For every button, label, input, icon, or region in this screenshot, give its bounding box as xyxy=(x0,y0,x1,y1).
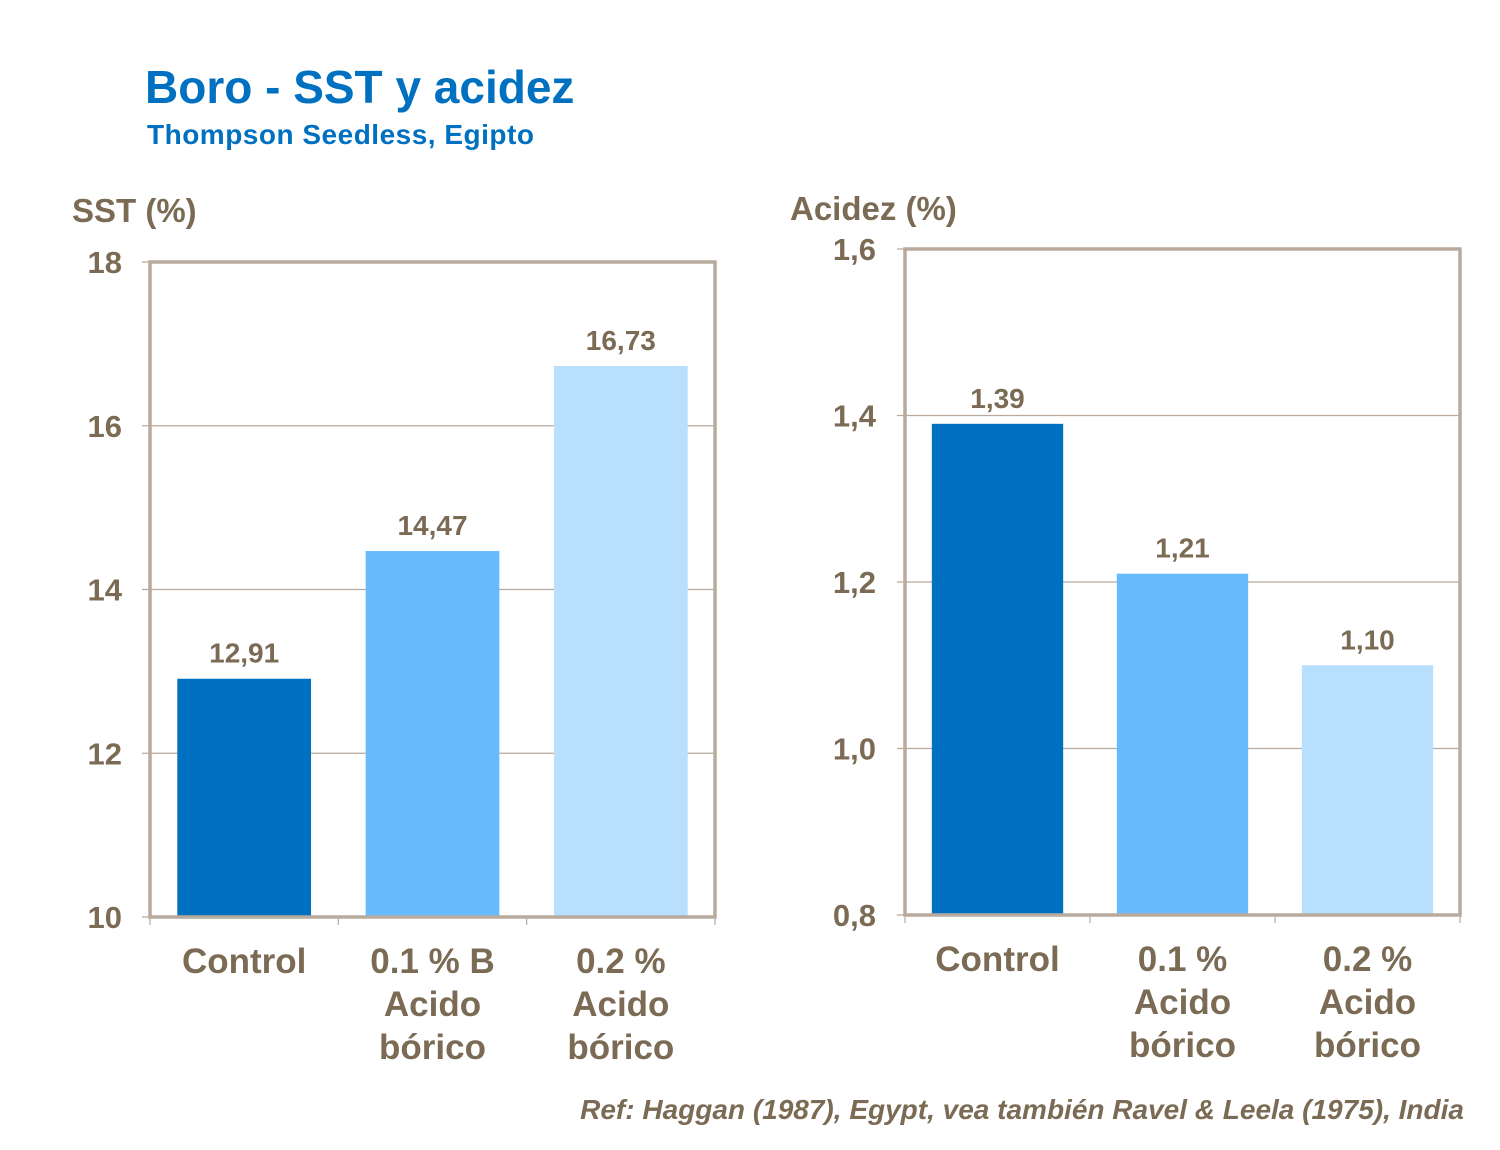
y-tick-label: 1,2 xyxy=(833,565,876,600)
data-label: 1,39 xyxy=(970,383,1025,414)
data-label: 14,47 xyxy=(397,510,467,541)
category-label: bórico xyxy=(379,1028,486,1067)
category-label: bórico xyxy=(1314,1026,1421,1065)
y-tick-label: 0,8 xyxy=(833,898,876,933)
data-label: 1,10 xyxy=(1340,624,1395,655)
category-label: Acido xyxy=(572,985,669,1024)
y-tick-label: 12 xyxy=(88,736,122,771)
category-label: Control xyxy=(935,940,1059,979)
bar xyxy=(1116,573,1249,915)
plot-frame xyxy=(148,260,717,919)
reference-note: Ref: Haggan (1987), Egypt, vea también R… xyxy=(580,1094,1464,1125)
category-label: bórico xyxy=(567,1028,674,1067)
category-label: Acido xyxy=(384,985,481,1024)
data-label: 12,91 xyxy=(209,638,279,669)
y-tick-label: 1,0 xyxy=(833,732,876,767)
bar xyxy=(1301,665,1434,915)
y-axis-label: SST (%) xyxy=(72,192,197,229)
category-label: 0.2 % xyxy=(576,942,666,981)
category-label: Acido xyxy=(1319,983,1416,1022)
y-tick-label: 14 xyxy=(88,573,123,608)
bar xyxy=(553,365,688,917)
y-axis-label: Acidez (%) xyxy=(790,190,957,227)
bar xyxy=(177,678,312,917)
data-label: 1,21 xyxy=(1155,533,1210,564)
data-label: 16,73 xyxy=(586,325,656,356)
bar xyxy=(365,551,500,917)
y-tick-label: 18 xyxy=(88,245,122,280)
y-tick-label: 1,4 xyxy=(833,399,877,434)
category-label: 0.1 % xyxy=(1138,940,1228,979)
bar xyxy=(931,423,1064,915)
plot-frame xyxy=(903,247,1462,917)
y-tick-label: 16 xyxy=(88,409,122,444)
category-label: Acido xyxy=(1134,983,1231,1022)
category-label: Control xyxy=(182,942,306,981)
chart-subtitle: Thompson Seedless, Egipto xyxy=(147,119,535,150)
y-tick-label: 1,6 xyxy=(833,232,876,267)
chart-title: Boro - SST y acidez xyxy=(145,61,575,113)
category-label: 0.1 % B xyxy=(370,942,495,981)
category-label: bórico xyxy=(1129,1026,1236,1065)
category-label: 0.2 % xyxy=(1323,940,1413,979)
y-tick-label: 10 xyxy=(88,900,122,935)
